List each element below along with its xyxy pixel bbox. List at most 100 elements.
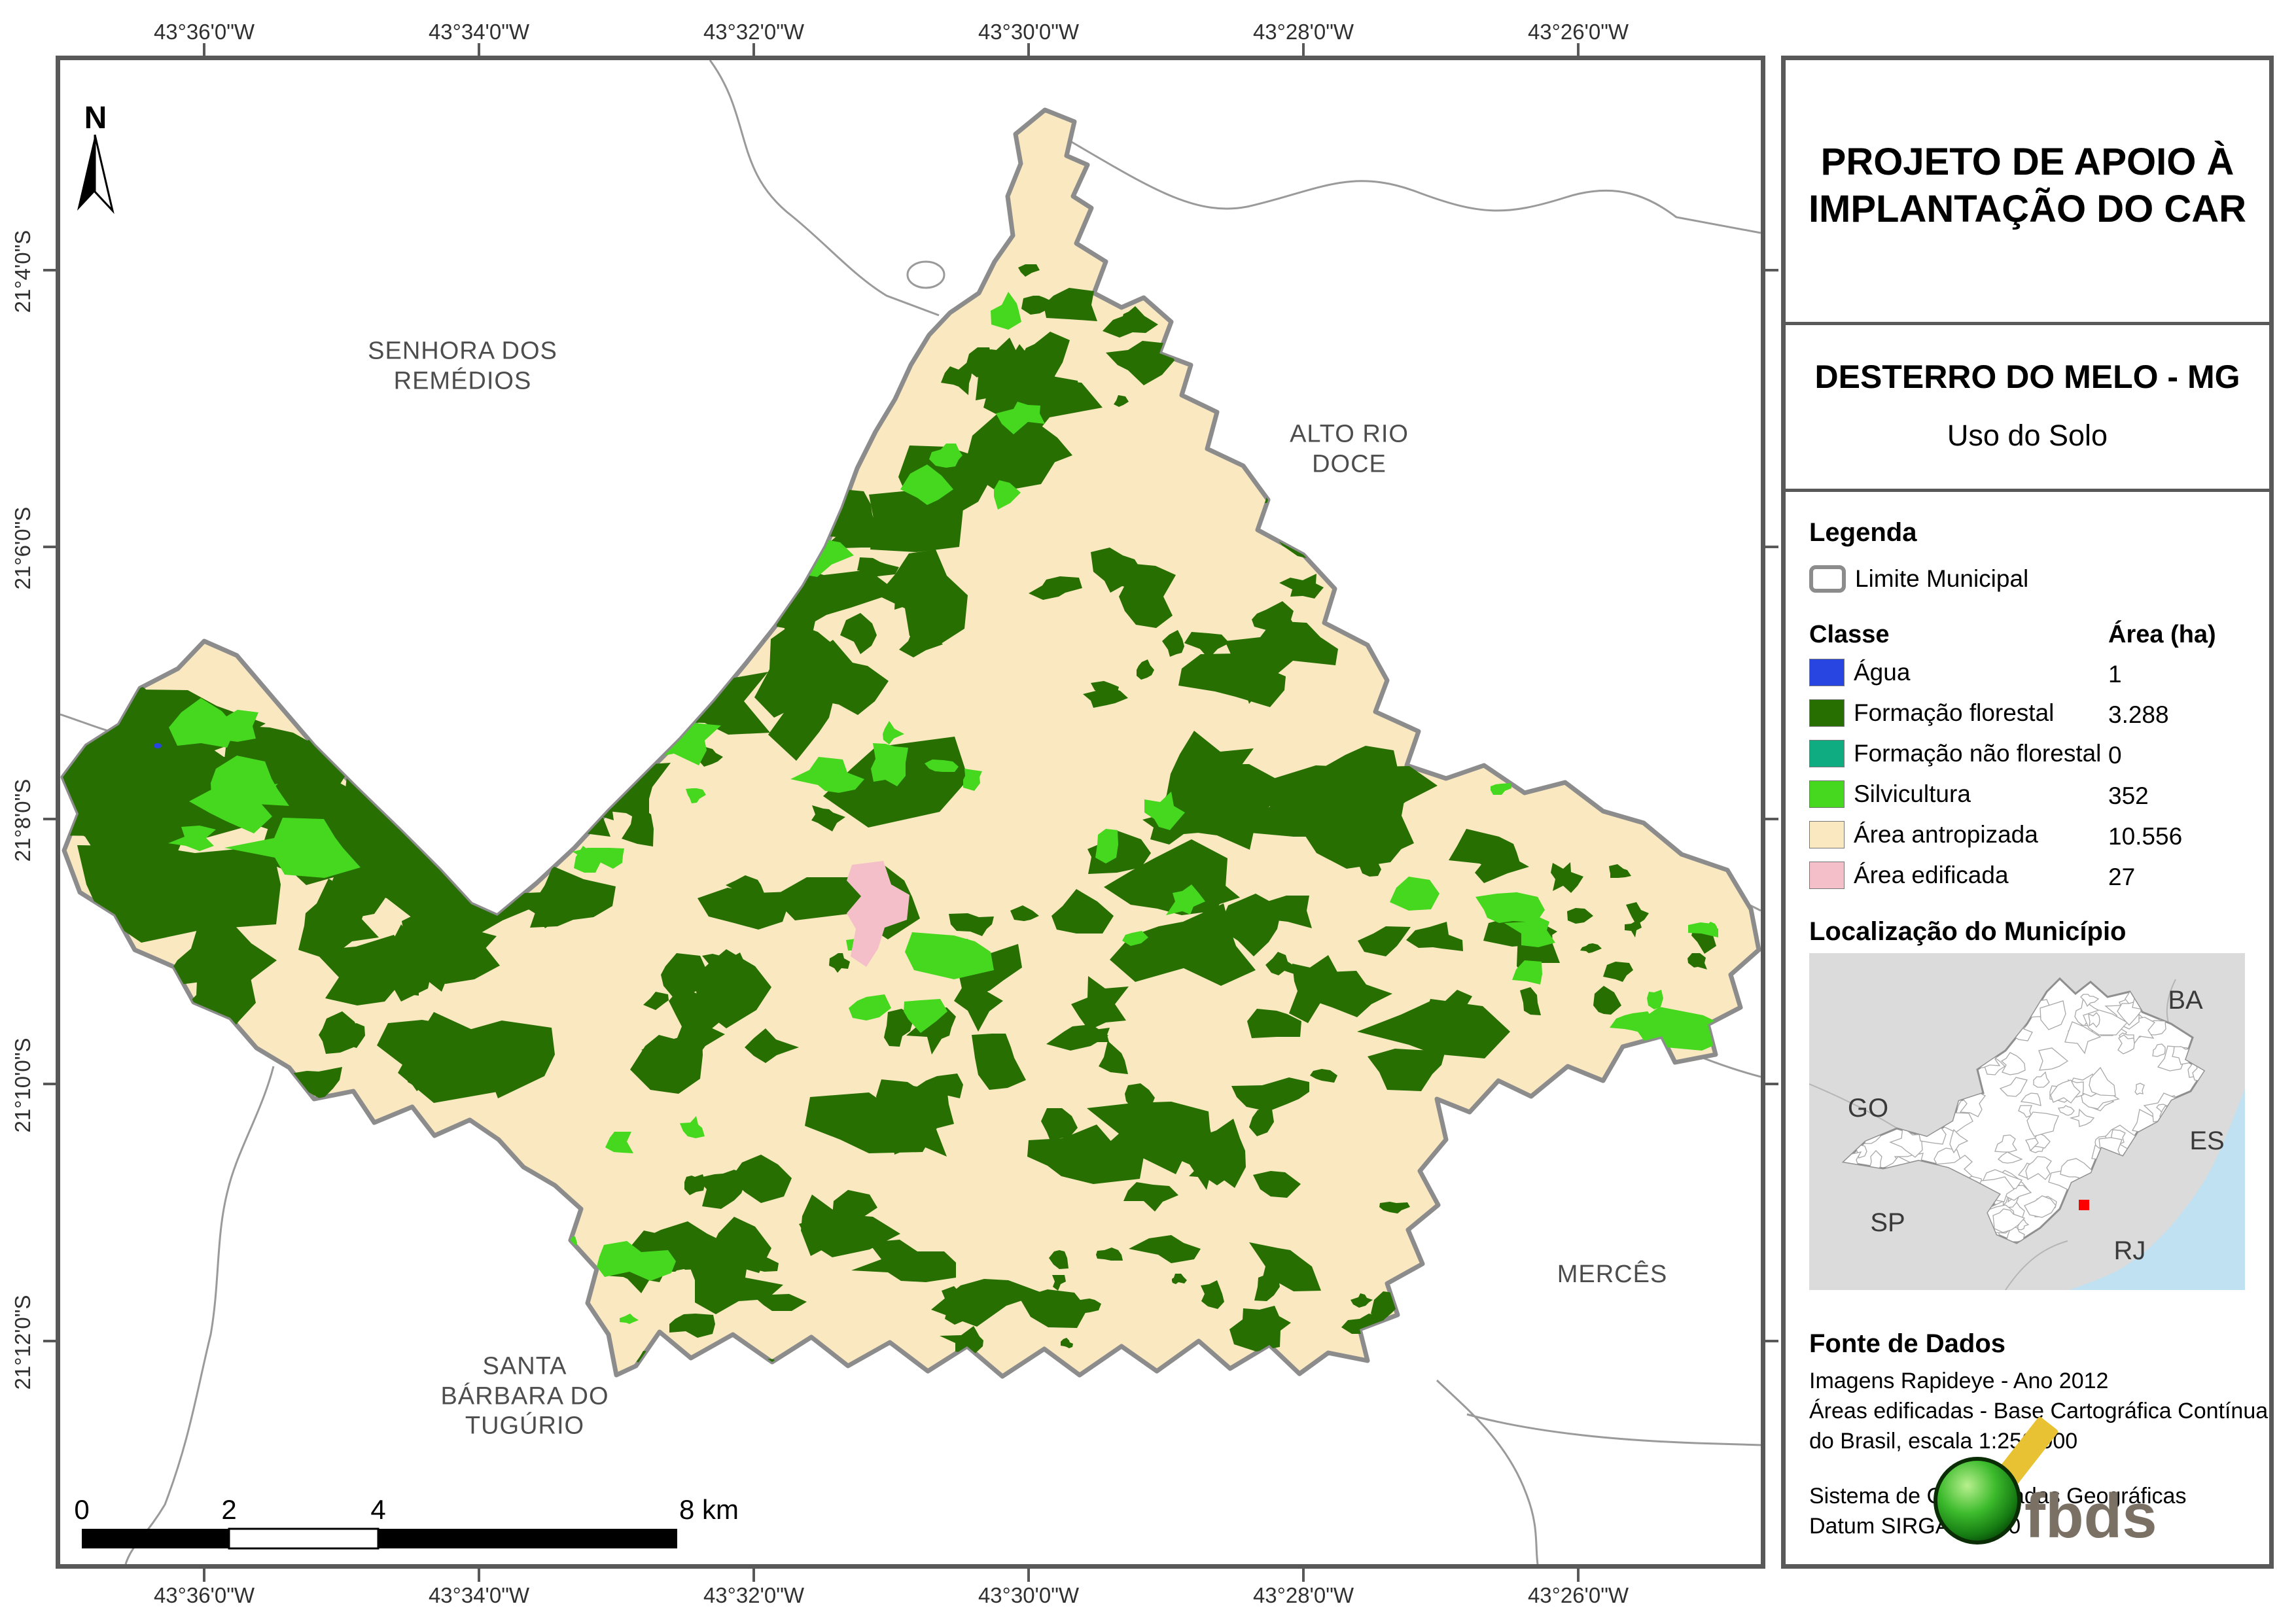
land-use-patch [1379, 1202, 1410, 1213]
map-theme-title: Uso do Solo [1947, 419, 2108, 452]
land-use-patch [1333, 779, 1377, 804]
land-use-patch [1229, 1306, 1291, 1352]
tick [43, 818, 56, 820]
land-use-patch [726, 875, 765, 898]
land-use-patch [1647, 990, 1663, 1009]
land-use-patch [884, 1009, 914, 1047]
land-use-patch [696, 949, 771, 1028]
land-use-patch [1279, 574, 1324, 599]
tick [1765, 1340, 1778, 1342]
land-use-patch [815, 351, 832, 374]
land-use-patch [745, 1358, 778, 1376]
land-use-patch [693, 664, 722, 691]
lon-label-top: 43°28'0"W [1252, 20, 1354, 44]
legend-swatch-nao-florestal [1809, 740, 1845, 767]
land-use-patch [1446, 1003, 1470, 1015]
land-use-patch [954, 975, 1003, 1032]
map-marginalia-panel: PROJETO DE APOIO À IMPLANTAÇÃO DO CAR DE… [1781, 56, 2274, 1569]
legend-area-value: 0 [2108, 742, 2122, 769]
land-use-patch [929, 444, 963, 468]
tick [1027, 1569, 1030, 1582]
land-use-patch [1390, 877, 1439, 911]
land-use-patch [1265, 952, 1296, 975]
sources-heading: Fonte de Dados [1809, 1329, 2006, 1358]
svg-text:N: N [84, 101, 107, 135]
legend-row-area-edificada: Área edificada [1809, 862, 2009, 889]
divider [1786, 322, 2269, 325]
land-use-patch [1106, 341, 1174, 385]
land-use-patch [1162, 630, 1184, 657]
tick [1765, 546, 1778, 548]
lon-label-top: 43°30'0"W [978, 20, 1080, 44]
lat-label: 21°8'0"S [10, 778, 35, 862]
svg-text:8 km: 8 km [679, 1494, 739, 1525]
land-use-patch [423, 809, 475, 856]
land-use-patch [1061, 1338, 1073, 1348]
municipal-limit-swatch [1809, 565, 1846, 593]
land-use-patch [1593, 986, 1621, 1015]
land-use-patch [1491, 783, 1511, 795]
scale-bar: 0 2 4 8 km [74, 1494, 739, 1550]
land-use-patch [1144, 792, 1185, 830]
land-use-patch [758, 510, 800, 546]
land-use-patch [964, 412, 1062, 492]
legend-area-value: 1 [2108, 661, 2122, 688]
land-use-patch [1178, 654, 1286, 707]
legend-swatch-silvicultura [1809, 780, 1845, 808]
legend-swatch-agua [1809, 659, 1845, 686]
legend-area-value: 10.556 [2108, 823, 2183, 850]
land-use-patch [1049, 1250, 1069, 1269]
land-use-patch [1341, 1314, 1386, 1334]
tick [43, 269, 56, 271]
land-use-patch [77, 845, 281, 943]
land-use-patch [1441, 1167, 1472, 1182]
land-use-patch [208, 710, 258, 742]
land-use-patch [849, 994, 891, 1021]
source-line: Imagens Rapideye - Ano 2012 [1809, 1369, 2109, 1393]
land-use-map: N 0 2 4 8 km [60, 60, 1761, 1564]
land-use-patch [1504, 916, 1555, 947]
tick [1765, 818, 1778, 820]
land-use-patch [620, 691, 661, 723]
svg-text:2: 2 [221, 1494, 236, 1525]
lon-label-top: 43°36'0"W [153, 20, 255, 44]
legend-row-silvicultura: Silvicultura [1809, 780, 1971, 808]
fbds-logo-globe [1934, 1457, 2021, 1544]
land-use-patch [1687, 953, 1707, 969]
project-title-line1: PROJETO DE APOIO À [1820, 141, 2234, 183]
land-use-patch [1110, 903, 1256, 986]
land-use-patch [1362, 766, 1438, 827]
land-use-patch [643, 992, 669, 1010]
land-use-patch [994, 480, 1021, 510]
land-use-patch [298, 879, 379, 960]
land-use-patch [1358, 926, 1411, 956]
land-use-patch [1044, 288, 1097, 321]
land-use-patch [1449, 829, 1520, 873]
svg-text:SP: SP [1870, 1208, 1905, 1237]
land-use-patch [345, 748, 385, 797]
land-use-patch [906, 1007, 956, 1055]
land-use-patch [285, 1067, 342, 1100]
legend-label: Área edificada [1854, 862, 2009, 888]
legend-area-value: 352 [2108, 782, 2149, 809]
tick [1577, 43, 1580, 56]
location-heading: Localização do Município [1809, 917, 2127, 946]
land-use-patch [641, 1044, 665, 1058]
legend-row-formacao-florestal: Formação florestal [1809, 699, 2054, 727]
land-use-patch [404, 666, 492, 720]
land-use-patch [1165, 731, 1254, 810]
land-use-patch [1371, 1291, 1399, 1321]
lon-label-bottom: 43°30'0"W [978, 1583, 1080, 1607]
land-use-patch [1254, 1274, 1280, 1301]
land-use-patch [1046, 1024, 1108, 1051]
land-use-patch [1406, 922, 1463, 951]
land-use-patch [857, 557, 899, 577]
land-use-patch [1512, 960, 1542, 985]
land-use-patch [374, 822, 402, 845]
legend-area-value: 3.288 [2108, 701, 2169, 728]
land-use-patch [1122, 931, 1148, 946]
legend-swatch-antropizada [1809, 821, 1845, 848]
land-use-patch [580, 629, 663, 712]
land-use-patch [1580, 943, 1602, 953]
tick [203, 43, 205, 56]
